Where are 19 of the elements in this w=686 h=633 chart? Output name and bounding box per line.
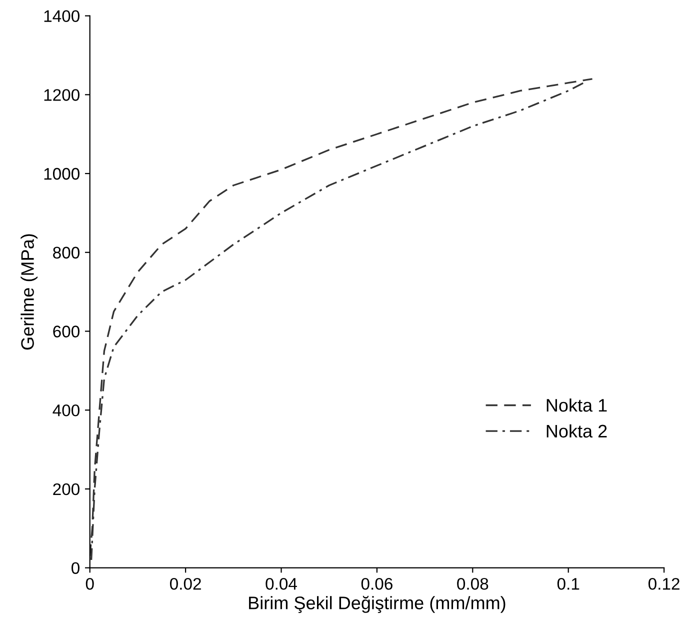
x-axis-title: Birim Şekil Değiştirme (mm/mm) bbox=[249, 596, 506, 613]
y-tick-label: 800 bbox=[53, 246, 80, 259]
x-tick-label: 0.12 bbox=[648, 578, 680, 590]
x-tick-label: 0 bbox=[86, 578, 94, 590]
legend-label: Nokta 2 bbox=[546, 424, 607, 438]
x-tick-label: 0.08 bbox=[457, 578, 488, 590]
y-tick-label: 1000 bbox=[44, 168, 80, 180]
legend-label: Nokta 1 bbox=[546, 398, 607, 412]
y-tick-label: 400 bbox=[52, 404, 80, 416]
x-tick-label: 0.06 bbox=[361, 578, 392, 590]
y-axis-title: Gerilme (MPa) bbox=[20, 234, 38, 350]
x-tick-label: 0.1 bbox=[557, 578, 580, 590]
x-tick-label: 0.02 bbox=[170, 578, 201, 590]
x-tick-label: 0.04 bbox=[266, 578, 297, 590]
y-tick-label: 200 bbox=[53, 483, 80, 496]
y-tick-label: 0 bbox=[72, 562, 80, 574]
y-tick-label: 1400 bbox=[44, 10, 80, 22]
y-tick-label: 600 bbox=[53, 326, 80, 338]
y-tick-label: 1200 bbox=[44, 89, 80, 101]
